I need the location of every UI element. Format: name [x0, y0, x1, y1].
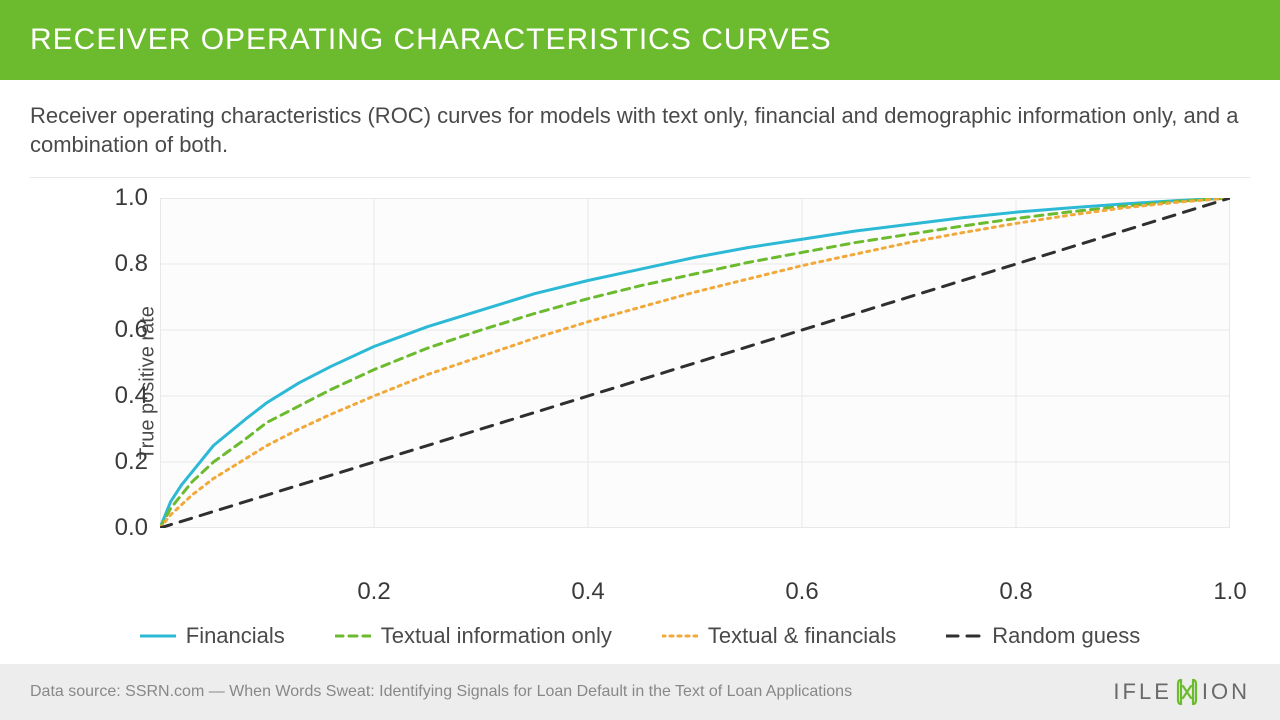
- y-tick-label: 0.4: [115, 382, 148, 410]
- footer-source: Data source: SSRN.com — When Words Sweat…: [30, 683, 852, 701]
- footer-bar: Data source: SSRN.com — When Words Sweat…: [0, 664, 1280, 720]
- x-tick-label: 0.2: [357, 578, 390, 606]
- y-tick-label: 0.8: [115, 250, 148, 278]
- header-bar: RECEIVER OPERATING CHARACTERISTICS CURVE…: [0, 0, 1280, 80]
- legend-item: Financials: [140, 623, 285, 649]
- plot-container: True positive rate 0.00.20.40.60.81.00.2…: [160, 198, 1230, 568]
- legend-item: Random guess: [946, 623, 1140, 649]
- x-tick-label: 0.8: [999, 578, 1032, 606]
- x-tick-label: 0.4: [571, 578, 604, 606]
- brand-logo: IFLE ION: [1113, 678, 1250, 706]
- legend-swatch: [140, 625, 176, 647]
- y-tick-label: 0.6: [115, 316, 148, 344]
- legend-item: Textual & financials: [662, 623, 896, 649]
- legend-label: Textual information only: [381, 623, 612, 649]
- x-tick-label: 0.6: [785, 578, 818, 606]
- y-tick-label: 0.2: [115, 448, 148, 476]
- legend: Financials Textual information only Textua…: [30, 623, 1250, 649]
- y-tick-label: 0.0: [115, 514, 148, 542]
- x-tick-label: 1.0: [1213, 578, 1246, 606]
- divider: [30, 177, 1250, 178]
- y-tick-label: 1.0: [115, 184, 148, 212]
- legend-swatch: [662, 625, 698, 647]
- brand-text-pre: IFLE: [1113, 679, 1171, 705]
- roc-chart: True positive rate 0.00.20.40.60.81.00.2…: [30, 198, 1250, 649]
- legend-label: Financials: [186, 623, 285, 649]
- legend-label: Textual & financials: [708, 623, 896, 649]
- legend-swatch: [946, 625, 982, 647]
- plot-svg: [160, 198, 1230, 528]
- subtitle-area: Receiver operating characteristics (ROC)…: [0, 80, 1280, 177]
- legend-swatch: [335, 625, 371, 647]
- brand-text-post: ION: [1202, 679, 1250, 705]
- subtitle-text: Receiver operating characteristics (ROC)…: [30, 102, 1250, 159]
- brand-x-icon: [1175, 678, 1199, 706]
- page-title: RECEIVER OPERATING CHARACTERISTICS CURVE…: [30, 23, 832, 57]
- legend-item: Textual information only: [335, 623, 612, 649]
- legend-label: Random guess: [992, 623, 1140, 649]
